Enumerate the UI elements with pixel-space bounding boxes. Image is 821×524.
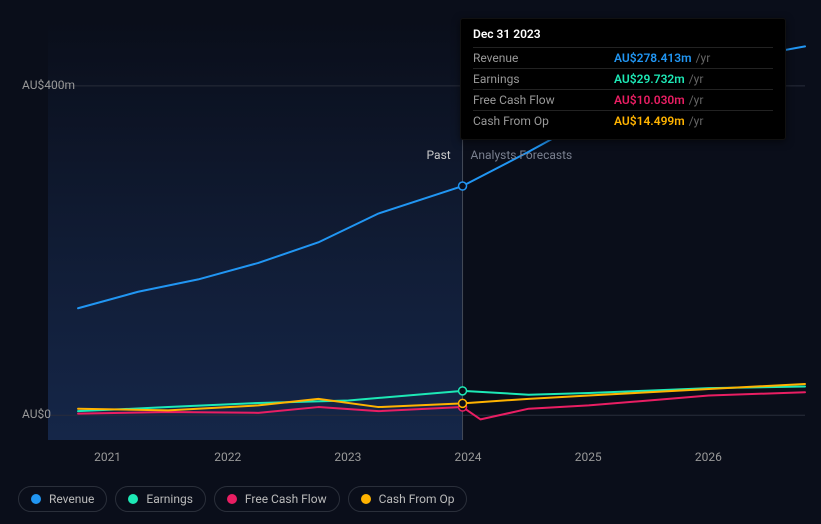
tooltip-value: AU$14.499m [614,114,685,128]
legend-label: Revenue [49,492,94,506]
x-axis-label-5: 2026 [695,450,722,464]
tooltip-value: AU$278.413m [614,51,692,65]
tooltip-title: Dec 31 2023 [473,27,773,41]
tooltip: Dec 31 2023 Revenue AU$278.413m/yr Earni… [460,18,786,140]
chart-container: AU$0 AU$400m 2021 2022 2023 2024 2025 20… [0,0,821,524]
legend-item-cfo[interactable]: Cash From Op [348,486,468,512]
tooltip-value: AU$10.030m [614,93,685,107]
legend-label: Earnings [146,492,193,506]
y-axis-label-0: AU$0 [22,407,51,421]
past-region-label: Past [427,148,451,162]
legend-dot-icon [361,494,371,504]
tooltip-row-cfo: Cash From Op AU$14.499m/yr [473,111,773,132]
x-axis-label-3: 2024 [455,450,482,464]
legend-label: Free Cash Flow [245,492,327,506]
legend-dot-icon [31,494,41,504]
y-axis-label-400: AU$400m [22,78,75,92]
tooltip-row-fcf: Free Cash Flow AU$10.030m/yr [473,90,773,111]
x-axis-label-2: 2023 [334,450,361,464]
legend-label: Cash From Op [379,492,455,506]
tooltip-label: Free Cash Flow [473,90,602,111]
tooltip-unit: /yr [689,114,704,128]
tooltip-unit: /yr [696,51,711,65]
tooltip-label: Revenue [473,48,602,69]
tooltip-label: Earnings [473,69,602,90]
legend-item-earnings[interactable]: Earnings [115,486,206,512]
tooltip-value: AU$29.732m [614,72,685,86]
tooltip-unit: /yr [689,72,704,86]
x-axis-label-1: 2022 [214,450,241,464]
legend-dot-icon [128,494,138,504]
tooltip-row-revenue: Revenue AU$278.413m/yr [473,48,773,69]
x-axis-label-4: 2025 [575,450,602,464]
legend-item-revenue[interactable]: Revenue [18,486,107,512]
tooltip-unit: /yr [689,93,704,107]
tooltip-row-earnings: Earnings AU$29.732m/yr [473,69,773,90]
legend-item-fcf[interactable]: Free Cash Flow [214,486,340,512]
x-axis-label-0: 2021 [94,450,121,464]
legend-dot-icon [227,494,237,504]
tooltip-label: Cash From Op [473,111,602,132]
legend: Revenue Earnings Free Cash Flow Cash Fro… [18,486,467,512]
forecast-region-label: Analysts Forecasts [471,148,573,162]
